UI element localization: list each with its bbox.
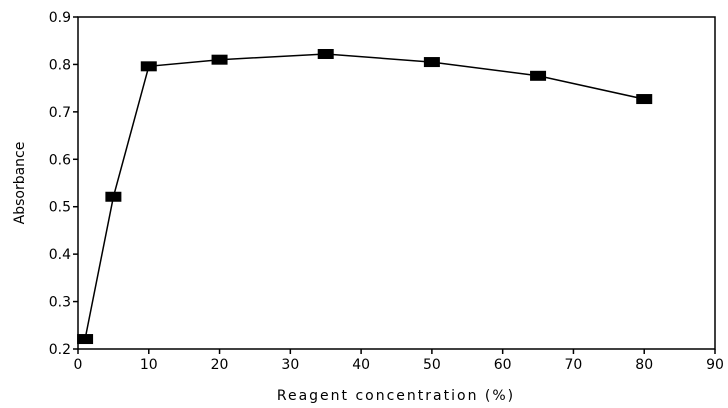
y-tick-label: 0.4: [49, 247, 71, 263]
x-tick-label: 80: [635, 357, 653, 373]
x-tick-label: 50: [423, 357, 441, 373]
x-tick-label: 40: [352, 357, 370, 373]
y-tick-label: 0.9: [49, 10, 71, 26]
data-point-marker: [77, 334, 94, 345]
y-tick-label: 0.7: [49, 105, 71, 121]
data-point-marker: [423, 57, 440, 68]
series-line: [84, 53, 645, 340]
y-tick-label: 0.6: [49, 152, 71, 168]
x-tick-label: 20: [211, 357, 229, 373]
plot-frame: [77, 16, 716, 350]
y-tick-label: 0.5: [49, 200, 71, 216]
x-axis-ticks: 0 10 20 30 40 50 60 70 80 90: [74, 349, 724, 373]
y-tick-label: 0.8: [49, 57, 71, 73]
y-tick-label: 0.2: [49, 342, 71, 358]
x-tick-label: 10: [140, 357, 158, 373]
x-tick-label: 70: [565, 357, 583, 373]
data-point-marker: [636, 94, 653, 105]
y-axis-ticks: 0.2 0.3 0.4 0.5 0.6 0.7 0.8 0.9: [49, 10, 78, 358]
data-point-marker: [105, 191, 122, 202]
x-tick-label: 60: [494, 357, 512, 373]
y-tick-label: 0.3: [49, 295, 71, 311]
y-axis-title: Absorbance: [12, 142, 28, 225]
x-tick-label: 90: [706, 357, 724, 373]
x-axis-title: Reagent concentration (%): [277, 388, 515, 403]
x-tick-label: 0: [74, 357, 83, 373]
data-point-marker: [140, 61, 157, 72]
data-point-marker: [211, 54, 228, 65]
data-point-marker: [530, 70, 547, 81]
data-point-marker: [317, 48, 334, 59]
x-tick-label: 30: [281, 357, 299, 373]
series-layer: [77, 48, 653, 345]
